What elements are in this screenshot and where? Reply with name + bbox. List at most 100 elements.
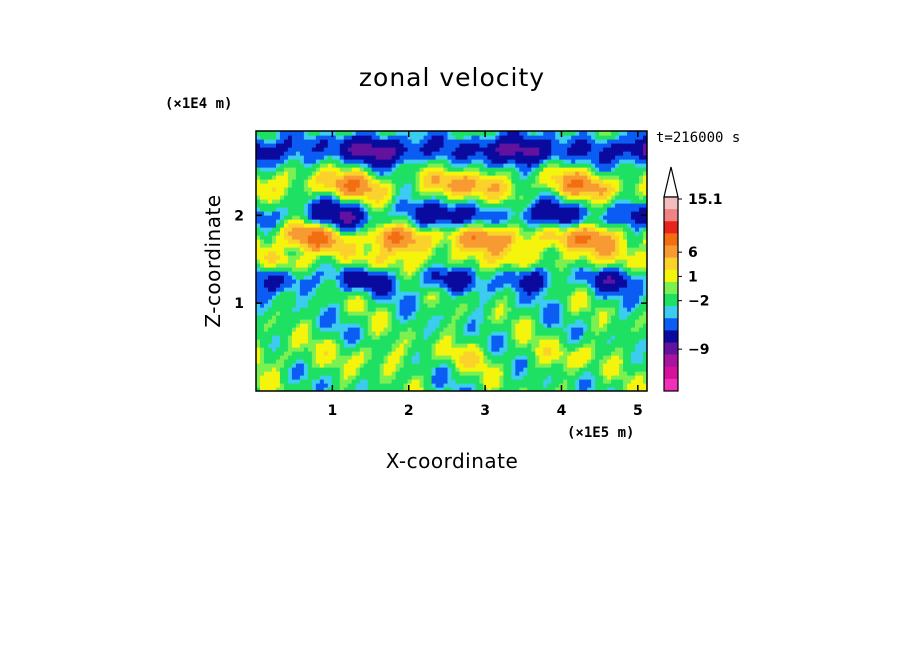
field-cell: [515, 323, 520, 328]
field-cell: [355, 291, 361, 296]
field-cell: [435, 379, 441, 384]
field-cell: [323, 243, 329, 248]
field-cell: [271, 339, 277, 344]
field-cell: [559, 227, 564, 232]
field-cell: [279, 255, 285, 260]
field-cell: [287, 271, 293, 276]
field-cell: [387, 295, 393, 300]
field-cell: [311, 239, 317, 244]
field-cell: [391, 283, 397, 288]
field-cell: [335, 247, 341, 252]
field-cell: [451, 203, 457, 208]
field-cell: [395, 211, 401, 216]
field-cell: [395, 207, 401, 212]
field-cell: [367, 255, 373, 260]
field-cell: [627, 255, 632, 260]
field-cell: [611, 255, 616, 260]
field-cell: [455, 303, 461, 308]
field-cell: [407, 223, 413, 228]
field-cell: [631, 267, 636, 272]
field-cell: [543, 299, 548, 304]
field-cell: [331, 259, 337, 264]
field-cell: [467, 287, 473, 292]
field-cell: [583, 335, 588, 340]
field-cell: [599, 323, 604, 328]
field-cell: [607, 343, 612, 348]
field-cell: [315, 267, 321, 272]
field-cell: [355, 351, 361, 356]
field-cell: [287, 239, 293, 244]
field-cell: [635, 319, 640, 324]
field-cell: [467, 299, 473, 304]
field-cell: [571, 271, 576, 276]
field-cell: [391, 279, 397, 284]
field-cell: [443, 287, 449, 292]
field-cell: [607, 287, 612, 292]
field-cell: [595, 355, 600, 360]
field-cell: [307, 199, 313, 204]
field-cell: [443, 307, 449, 312]
field-cell: [447, 199, 453, 204]
field-cell: [619, 347, 624, 352]
field-cell: [535, 287, 540, 292]
field-cell: [347, 263, 353, 268]
field-cell: [519, 331, 524, 336]
field-cell: [535, 307, 540, 312]
field-cell: [363, 235, 369, 240]
field-cell: [339, 363, 345, 368]
field-cell: [435, 251, 441, 256]
field-cell: [483, 283, 489, 288]
field-cell: [499, 259, 504, 264]
field-cell: [327, 355, 333, 360]
field-cell: [451, 247, 457, 252]
field-cell: [551, 355, 556, 360]
field-cell: [411, 363, 417, 368]
field-cell: [595, 247, 600, 252]
field-cell: [507, 319, 512, 324]
field-cell: [439, 363, 445, 368]
field-cell: [471, 223, 477, 228]
field-cell: [395, 319, 401, 324]
field-cell: [271, 299, 277, 304]
field-cell: [575, 319, 580, 324]
field-cell: [419, 311, 425, 316]
field-cell: [483, 287, 489, 292]
field-cell: [367, 227, 373, 232]
field-cell: [607, 315, 612, 320]
field-cell: [623, 387, 628, 391]
field-cell: [427, 303, 433, 308]
field-cell: [451, 339, 457, 344]
field-cell: [391, 371, 397, 376]
field-cell: [531, 259, 536, 264]
field-cell: [567, 219, 572, 224]
field-cell: [263, 219, 269, 224]
field-cell: [419, 331, 425, 336]
field-cell: [623, 343, 628, 348]
field-cell: [355, 379, 361, 384]
field-cell: [447, 259, 453, 264]
field-cell: [267, 367, 273, 372]
field-cell: [623, 251, 628, 256]
field-cell: [555, 199, 560, 204]
field-cell: [603, 375, 608, 380]
field-cell: [503, 327, 508, 332]
field-cell: [635, 235, 640, 240]
field-cell: [539, 351, 544, 356]
field-cell: [275, 351, 281, 356]
field-cell: [591, 203, 596, 208]
field-cell: [531, 187, 536, 192]
field-cell: [371, 379, 377, 384]
field-cell: [419, 295, 425, 300]
field-cell: [275, 363, 281, 368]
field-cell: [271, 275, 277, 280]
field-cell: [407, 375, 413, 380]
field-cell: [559, 339, 564, 344]
field-cell: [587, 379, 592, 384]
field-cell: [407, 187, 413, 192]
field-cell: [643, 359, 647, 364]
field-cell: [359, 227, 365, 232]
field-cell: [435, 235, 441, 240]
field-cell: [259, 207, 265, 212]
field-cell: [459, 307, 465, 312]
field-cell: [439, 327, 445, 332]
